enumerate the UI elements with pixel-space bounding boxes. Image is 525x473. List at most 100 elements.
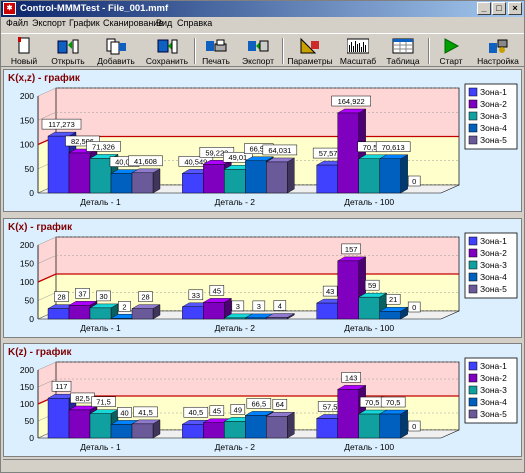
- minimize-button[interactable]: _: [477, 2, 491, 15]
- legend-swatch: [468, 361, 478, 371]
- data-label: 71,5: [96, 398, 111, 407]
- data-label-box: [322, 285, 338, 297]
- bar: [110, 173, 133, 194]
- add-button[interactable]: Добавить: [93, 35, 139, 67]
- y-grid-diagonal: [37, 361, 57, 371]
- menu-chart[interactable]: График: [69, 18, 100, 28]
- data-label-box: [407, 301, 421, 313]
- bar: [379, 413, 401, 439]
- open-folder-icon: [57, 39, 79, 54]
- legend-swatch: [468, 111, 478, 121]
- bar: [379, 158, 401, 194]
- new-button[interactable]: Новый: [7, 35, 41, 67]
- table-button[interactable]: Таблица: [383, 35, 423, 67]
- settings-button[interactable]: Настройка: [474, 35, 522, 67]
- data-label-box: [209, 405, 225, 416]
- app-logo-icon[interactable]: ✱: [3, 2, 16, 15]
- data-label: 117,273: [48, 120, 75, 129]
- y-tick-label: 100: [20, 277, 34, 287]
- legend-label: Зона-4: [480, 272, 507, 282]
- y-tick-label: 200: [20, 365, 34, 375]
- save-button[interactable]: Сохранить: [143, 35, 191, 67]
- menu-scan[interactable]: Сканирование: [103, 18, 164, 28]
- legend-label: Зона-2: [480, 373, 507, 383]
- menu-view[interactable]: Вид: [156, 18, 173, 28]
- close-button[interactable]: ×: [508, 2, 522, 15]
- bar: [203, 422, 225, 439]
- y-grid-diagonal: [37, 112, 57, 121]
- data-label-box: [65, 135, 100, 147]
- bar: [266, 317, 288, 320]
- x-tick-label: Деталь - 100: [344, 442, 394, 452]
- x-tick-label: Деталь - 1: [80, 323, 121, 333]
- bar: [266, 416, 288, 439]
- y-tick-label: 100: [20, 140, 34, 150]
- title-bar: ✱ Control-MMMTest - File_001.mmf _ □ ×: [1, 1, 524, 17]
- legend-swatch: [468, 248, 478, 258]
- legend-label: Зона-3: [480, 111, 507, 121]
- data-label: 28: [57, 293, 65, 302]
- chart-title: K(x,z) - график: [8, 72, 81, 84]
- data-label-box: [246, 398, 272, 409]
- menu-export[interactable]: Экспорт: [32, 18, 66, 28]
- data-label: 164,922: [338, 97, 365, 106]
- data-label-box: [75, 288, 90, 299]
- start-button[interactable]: Старт: [434, 35, 468, 67]
- data-label: 41,608: [134, 157, 157, 166]
- parameters-button[interactable]: Параметры: [287, 35, 333, 67]
- legend-label: Зона-3: [480, 385, 507, 395]
- legend-swatch: [468, 397, 478, 407]
- data-label-box: [183, 406, 209, 418]
- menu-file[interactable]: Файл: [6, 18, 29, 28]
- data-label-box: [273, 300, 287, 311]
- bar: [131, 308, 154, 320]
- data-label-box: [188, 289, 204, 301]
- legend-label: Зона-1: [480, 87, 507, 97]
- data-label: 40,5: [189, 408, 204, 417]
- export-button[interactable]: Экспорт: [239, 35, 277, 67]
- bar: [110, 424, 133, 439]
- scale-button[interactable]: Масштаб: [337, 35, 379, 67]
- bar: [316, 164, 338, 194]
- maximize-button[interactable]: □: [492, 2, 506, 15]
- settings-icon: [489, 39, 508, 53]
- data-label: 57,578: [319, 149, 342, 158]
- x-tick-label: Деталь - 2: [215, 442, 256, 452]
- toolbar: Новый Открыть Добавить Сохранить Печать …: [1, 33, 524, 67]
- bar: [131, 172, 154, 194]
- data-label: 37: [78, 289, 86, 298]
- legend-label: Зона-4: [480, 397, 507, 407]
- open-button[interactable]: Открыть: [47, 35, 89, 67]
- x-tick-label: Деталь - 100: [344, 197, 394, 207]
- menu-help[interactable]: Справка: [177, 18, 213, 28]
- bar: [266, 161, 288, 194]
- data-label: 28: [141, 293, 149, 302]
- threshold-line: [37, 273, 459, 283]
- save-icon: [157, 39, 178, 54]
- bar: [68, 152, 91, 194]
- data-label: 49: [234, 405, 242, 414]
- bar: [182, 424, 204, 439]
- y-tick-label: 150: [20, 259, 34, 269]
- data-label: 59: [368, 281, 376, 290]
- data-label: 2: [122, 302, 126, 311]
- data-label-box: [96, 290, 111, 302]
- data-label-box: [51, 380, 72, 392]
- data-label: 49,01: [228, 153, 247, 162]
- data-label: 66,50: [249, 145, 268, 154]
- legend-swatch: [468, 236, 478, 246]
- data-label: 70,5: [365, 398, 380, 407]
- legend-label: Зона-5: [480, 135, 507, 145]
- bar: [337, 260, 359, 320]
- data-label-box: [133, 406, 158, 418]
- legend-swatch: [468, 99, 478, 109]
- print-button[interactable]: Печать: [198, 35, 234, 67]
- data-label: 3: [257, 302, 261, 311]
- data-label: 157: [345, 245, 358, 254]
- data-label: 70,52: [363, 143, 382, 152]
- y-tick-label: 50: [25, 296, 35, 306]
- bar-side: [287, 411, 295, 439]
- add-file-icon: [106, 38, 126, 55]
- data-label: 40: [120, 408, 128, 417]
